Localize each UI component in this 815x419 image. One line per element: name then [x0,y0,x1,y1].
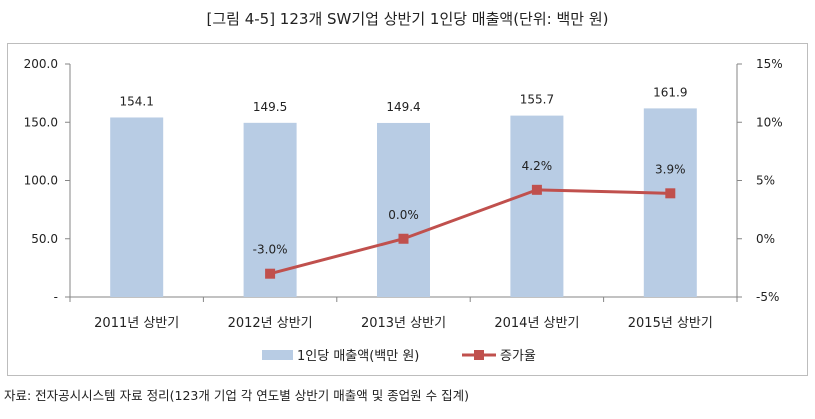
legend-line-marker [474,350,484,360]
x-tick-label: 2011년 상반기 [94,316,179,331]
y-left-tick-label: - [54,290,58,304]
bar-data-label: 154.1 [120,94,154,108]
bar-data-label: 155.7 [520,93,554,107]
y-left-tick-label: 100.0 [24,174,58,188]
line-point [665,188,676,199]
bar [510,115,564,297]
x-tick-label: 2015년 상반기 [628,316,713,331]
y-right-tick-label: 0% [756,232,775,246]
source-note: 자료: 전자공시시스템 자료 정리(123개 기업 각 연도별 상반기 매출액 … [4,388,470,403]
bar-data-label: 149.4 [386,100,420,114]
bar-data-label: 149.5 [253,100,287,114]
legend-line-label: 증가율 [500,349,536,364]
bar [110,117,164,297]
x-tick-label: 2014년 상반기 [494,316,579,331]
y-right-tick-label: 5% [756,174,775,188]
y-left-tick-label: 50.0 [31,232,58,246]
line-data-label: 3.9% [655,162,686,176]
y-right-tick-label: 15% [756,57,783,71]
legend-bar-label: 1인당 매출액(백만 원) [297,349,419,364]
bar [377,122,430,297]
chart-title: [그림 4-5] 123개 SW기업 상반기 1인당 매출액(단위: 백만 원) [206,10,609,28]
line-data-label: -3.0% [253,243,288,257]
legend-bar-swatch [262,350,293,360]
y-right-tick-label: 10% [756,115,783,129]
line-point [265,268,276,279]
y-right-tick-label: -5% [756,290,779,304]
y-left-tick-label: 150.0 [24,115,58,129]
line-data-label: 4.2% [522,159,553,173]
y-left-tick-label: 200.0 [24,57,58,71]
bar-data-label: 161.9 [653,85,687,99]
growth-rate-line [269,188,671,276]
bar [643,108,697,297]
chart-frame [7,43,808,376]
x-tick-label: 2012년 상반기 [228,316,313,331]
line-point [398,233,409,244]
x-tick-label: 2013년 상반기 [361,316,446,331]
line-data-label: 0.0% [388,208,419,222]
line-point [531,184,542,195]
